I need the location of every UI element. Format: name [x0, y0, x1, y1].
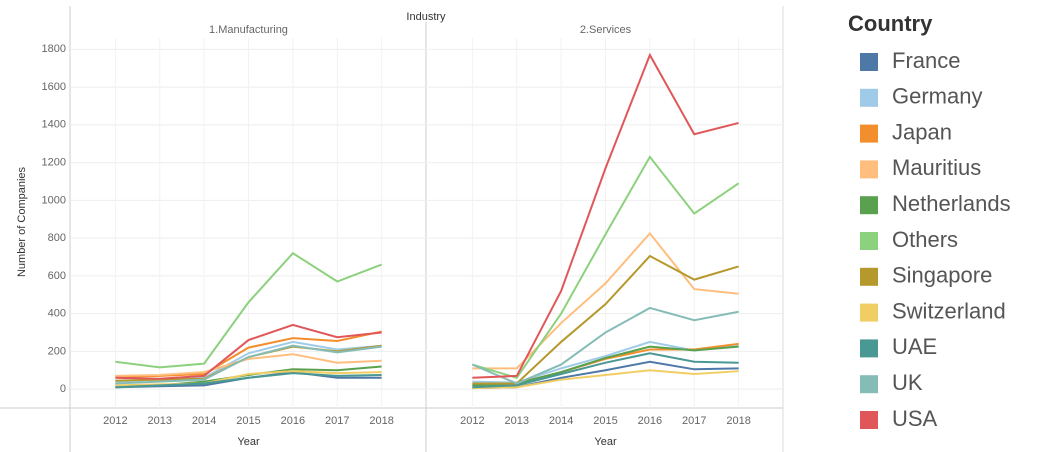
legend-label: UK	[892, 370, 923, 395]
legend-label: UAE	[892, 334, 937, 359]
x-tick-label: 2018	[369, 415, 393, 427]
series-line	[472, 369, 739, 390]
y-tick-label: 1600	[42, 81, 66, 93]
y-tick-label: 800	[48, 232, 66, 244]
y-tick-label: 1000	[42, 194, 66, 206]
x-tick-label: 2014	[192, 415, 216, 427]
series-line	[472, 231, 739, 370]
series-line	[115, 251, 382, 369]
legend-swatch	[860, 160, 878, 179]
x-tick-label: 2017	[682, 415, 706, 427]
legend-label: Switzerland	[892, 298, 1006, 323]
legend-swatch	[860, 196, 878, 215]
x-tick-label: 2015	[236, 415, 260, 427]
y-tick-label: 1800	[42, 43, 66, 55]
x-tick-label: 2014	[549, 415, 573, 427]
y-tick-label: 1400	[42, 119, 66, 131]
panel-title: 1.Manufacturing	[209, 24, 288, 36]
x-tick-label: 2012	[103, 415, 127, 427]
legend-label: USA	[892, 406, 938, 431]
legend-swatch	[860, 53, 878, 71]
x-tick-label: 2015	[593, 415, 617, 427]
legend-swatch	[860, 375, 878, 394]
series-line	[115, 353, 382, 377]
legend-swatch	[860, 124, 878, 143]
legend-label: Germany	[892, 84, 982, 109]
y-axis-title: Number of Companies	[16, 166, 28, 277]
legend-title: Country	[848, 11, 933, 36]
y-tick-label: 600	[48, 270, 66, 282]
legend-label: Singapore	[892, 263, 992, 288]
y-tick-label: 0	[60, 383, 66, 395]
series-line	[472, 52, 739, 379]
series-line	[115, 323, 382, 380]
legend-swatch	[860, 339, 878, 358]
x-tick-label: 2016	[281, 415, 305, 427]
x-axis-title: Year	[594, 436, 617, 448]
x-tick-label: 2013	[505, 415, 529, 427]
header: Industry	[406, 11, 446, 23]
legend-swatch	[860, 232, 878, 250]
series-line	[115, 344, 382, 385]
x-tick-label: 2018	[726, 415, 750, 427]
x-tick-label: 2013	[148, 415, 172, 427]
series-line	[472, 155, 740, 379]
panel-title: 2.Services	[580, 24, 632, 36]
series-line	[471, 306, 739, 385]
series-line	[472, 352, 739, 389]
series-line	[115, 372, 382, 389]
x-tick-label: 2016	[638, 415, 662, 427]
x-tick-label: 2012	[460, 415, 484, 427]
x-tick-label: 2017	[325, 415, 349, 427]
legend-swatch	[860, 88, 878, 107]
legend-label: France	[892, 48, 960, 73]
y-tick-label: 1200	[42, 156, 66, 168]
x-axis-title: Year	[237, 436, 260, 448]
legend-swatch	[860, 267, 878, 286]
y-tick-label: 200	[48, 345, 66, 357]
y-tick-label: 400	[48, 308, 66, 320]
legend-label: Netherlands	[892, 191, 1011, 216]
legend-label: Japan	[892, 119, 952, 144]
legend-swatch	[860, 303, 878, 322]
legend-label: Mauritius	[892, 155, 981, 180]
legend-swatch	[860, 411, 878, 429]
legend-label: Others	[892, 227, 958, 252]
